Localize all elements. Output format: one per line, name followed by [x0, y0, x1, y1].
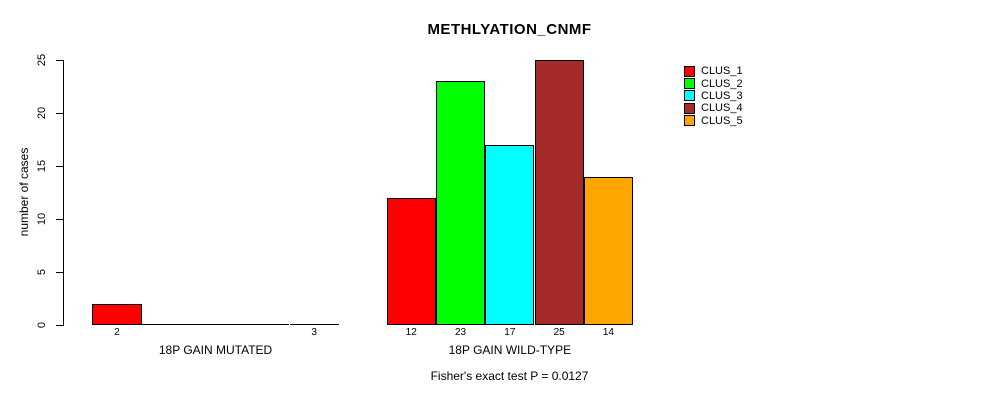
bar-clus2-group2: [435, 81, 486, 325]
x-axis-group-label: 18P GAIN MUTATED: [158, 343, 273, 357]
bar-clus5-group2: [583, 176, 634, 325]
y-axis-tick: [56, 324, 63, 326]
chart-title: METHLYATION_CNMF: [427, 21, 592, 38]
legend-label: CLUS_5: [701, 114, 743, 127]
y-tick-label: 25: [36, 53, 48, 67]
legend-label: CLUS_1: [701, 65, 743, 78]
y-axis-label: number of cases: [17, 147, 31, 237]
y-axis-tick: [56, 59, 63, 61]
y-tick-label: 0: [36, 321, 48, 329]
x-axis-group-label: 18P GAIN WILD-TYPE: [448, 343, 572, 357]
y-axis-tick: [56, 218, 63, 220]
y-axis-line: [63, 60, 64, 326]
y-axis-tick: [56, 165, 63, 167]
legend-entry-clus_4: CLUS_4: [684, 102, 743, 114]
y-tick-label: 20: [36, 106, 48, 120]
fisher-test-annotation: Fisher's exact test P = 0.0127: [430, 369, 589, 383]
bar-clus1-group2: [386, 197, 436, 325]
bar-value-label: 12: [405, 327, 417, 338]
bar-clus4-group1-zero: [240, 324, 290, 325]
bar-clus5-group1-zero: [289, 324, 339, 325]
bar-clus4-group2: [534, 60, 584, 325]
y-axis-tick: [56, 271, 63, 273]
legend-swatch-clus_2: [684, 78, 695, 90]
legend-swatch-clus_3: [684, 90, 695, 102]
y-axis-tick: [56, 112, 63, 114]
legend-label: CLUS_2: [701, 77, 743, 90]
legend-entry-clus_2: CLUS_2: [684, 77, 743, 90]
bar-value-label: 14: [602, 327, 614, 338]
legend-label: CLUS_3: [701, 89, 743, 102]
bar-value-label: 17: [504, 327, 516, 338]
bar-value-label: 2: [114, 327, 120, 338]
legend-swatch-clus_5: [684, 115, 695, 127]
bar-clus3-group2: [485, 144, 535, 325]
bar-clus3-group1-zero: [190, 324, 241, 325]
bar-clus1-group1: [92, 303, 142, 325]
legend-swatch-clus_1: [684, 65, 695, 77]
legend-label: CLUS_4: [701, 102, 743, 115]
bar-value-label: 25: [553, 327, 565, 338]
legend-swatch-clus_4: [684, 102, 695, 114]
bar-value-label: 3: [311, 327, 317, 338]
legend-entry-clus_5: CLUS_5: [684, 115, 743, 127]
legend-entry-clus_1: CLUS_1: [684, 65, 743, 77]
bar-clus2-group1-zero: [141, 324, 191, 325]
legend: CLUS_1 CLUS_2 CLUS_3 CLUS_4 CLUS_5: [684, 65, 743, 127]
bar-value-label: 23: [454, 327, 467, 338]
y-tick-label: 15: [36, 159, 48, 173]
y-tick-label: 10: [36, 212, 48, 226]
legend-entry-clus_3: CLUS_3: [684, 90, 743, 102]
y-tick-label: 5: [36, 268, 48, 276]
